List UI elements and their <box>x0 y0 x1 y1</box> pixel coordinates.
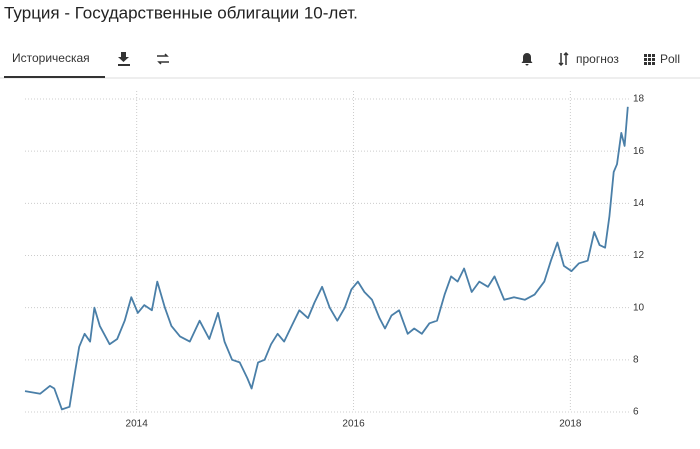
page-title: Турция - Государственные облигации 10-ле… <box>4 3 358 22</box>
x-tick-label: 2014 <box>126 419 149 430</box>
poll-icon[interactable] <box>644 54 655 65</box>
y-tick-label: 6 <box>633 407 639 418</box>
y-tick-label: 14 <box>633 198 645 209</box>
chart: 6 8 10 12 14 16 18 2014 2016 2018 <box>24 91 645 430</box>
x-tick-label: 2018 <box>559 419 582 430</box>
bell-icon[interactable] <box>521 53 533 66</box>
poll-button[interactable]: Poll <box>660 52 680 66</box>
swap-icon[interactable] <box>157 53 169 65</box>
yield-line <box>24 106 629 411</box>
forecast-icon[interactable] <box>558 51 569 67</box>
y-tick-label: 12 <box>633 250 645 261</box>
download-icon[interactable] <box>118 52 130 66</box>
historical-tab[interactable]: Историческая <box>12 51 90 65</box>
y-tick-label: 16 <box>633 146 645 157</box>
x-tick-label: 2016 <box>342 419 365 430</box>
forecast-button[interactable]: прогноз <box>576 52 619 66</box>
y-tick-label: 18 <box>633 94 645 105</box>
y-tick-label: 10 <box>633 302 645 313</box>
y-tick-label: 8 <box>633 354 639 365</box>
